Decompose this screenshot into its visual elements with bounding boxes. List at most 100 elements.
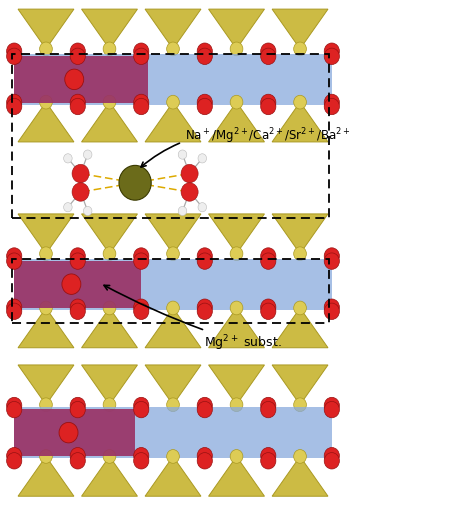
Polygon shape <box>209 214 264 254</box>
Polygon shape <box>209 308 264 348</box>
Circle shape <box>324 48 339 65</box>
Circle shape <box>7 447 22 464</box>
Circle shape <box>230 301 243 315</box>
Bar <box>14 56 147 103</box>
Circle shape <box>294 95 306 109</box>
Circle shape <box>59 422 78 443</box>
Circle shape <box>103 42 116 56</box>
Circle shape <box>40 450 52 463</box>
Circle shape <box>197 453 212 469</box>
Circle shape <box>70 43 85 59</box>
Circle shape <box>64 203 72 212</box>
Circle shape <box>70 98 85 115</box>
Circle shape <box>7 43 22 59</box>
Circle shape <box>40 398 52 412</box>
Circle shape <box>134 48 149 65</box>
Circle shape <box>324 401 339 418</box>
Circle shape <box>294 450 306 463</box>
Circle shape <box>7 401 22 418</box>
Circle shape <box>40 247 52 261</box>
Circle shape <box>261 253 276 269</box>
Circle shape <box>7 48 22 65</box>
Polygon shape <box>18 102 74 142</box>
Circle shape <box>197 447 212 464</box>
Circle shape <box>197 248 212 264</box>
Circle shape <box>65 69 84 90</box>
Polygon shape <box>272 308 328 348</box>
Polygon shape <box>145 102 201 142</box>
Circle shape <box>134 98 149 115</box>
Polygon shape <box>145 308 201 348</box>
Circle shape <box>134 253 149 269</box>
Circle shape <box>294 301 306 315</box>
Circle shape <box>181 183 198 201</box>
Circle shape <box>261 248 276 264</box>
Circle shape <box>40 301 52 315</box>
Polygon shape <box>272 365 328 405</box>
Circle shape <box>103 450 116 463</box>
Circle shape <box>134 43 149 59</box>
Circle shape <box>167 301 179 315</box>
Circle shape <box>134 453 149 469</box>
Text: Mg$^{2+}$ subst.: Mg$^{2+}$ subst. <box>104 285 282 353</box>
Polygon shape <box>209 102 264 142</box>
Circle shape <box>324 43 339 59</box>
Circle shape <box>324 303 339 319</box>
Circle shape <box>70 248 85 264</box>
Circle shape <box>134 447 149 464</box>
Circle shape <box>261 303 276 319</box>
Bar <box>12 54 329 218</box>
Polygon shape <box>18 308 74 348</box>
Circle shape <box>324 397 339 414</box>
Circle shape <box>197 401 212 418</box>
Circle shape <box>198 154 207 163</box>
Circle shape <box>70 453 85 469</box>
Polygon shape <box>209 9 264 49</box>
Polygon shape <box>272 102 328 142</box>
Circle shape <box>103 95 116 109</box>
Circle shape <box>230 95 243 109</box>
Circle shape <box>294 398 306 412</box>
Polygon shape <box>145 214 201 254</box>
Circle shape <box>324 98 339 115</box>
Bar <box>14 54 332 105</box>
Polygon shape <box>82 9 137 49</box>
Circle shape <box>70 303 85 319</box>
Circle shape <box>181 164 198 183</box>
Circle shape <box>7 253 22 269</box>
Circle shape <box>70 447 85 464</box>
Circle shape <box>324 299 339 315</box>
Circle shape <box>40 95 52 109</box>
Circle shape <box>70 253 85 269</box>
Circle shape <box>197 98 212 115</box>
Circle shape <box>119 165 151 200</box>
Circle shape <box>72 164 89 183</box>
Bar <box>14 259 332 310</box>
Polygon shape <box>272 214 328 254</box>
Polygon shape <box>145 9 201 49</box>
Circle shape <box>261 401 276 418</box>
Circle shape <box>324 447 339 464</box>
Circle shape <box>72 183 89 201</box>
Polygon shape <box>82 102 137 142</box>
Circle shape <box>134 401 149 418</box>
Circle shape <box>103 247 116 261</box>
Circle shape <box>197 94 212 111</box>
Circle shape <box>261 94 276 111</box>
Circle shape <box>294 247 306 261</box>
Circle shape <box>7 397 22 414</box>
Circle shape <box>167 95 179 109</box>
Circle shape <box>324 453 339 469</box>
Circle shape <box>261 453 276 469</box>
Circle shape <box>167 42 179 56</box>
Bar <box>14 407 332 458</box>
Polygon shape <box>18 214 74 254</box>
Circle shape <box>7 248 22 264</box>
Polygon shape <box>82 308 137 348</box>
Polygon shape <box>272 9 328 49</box>
Circle shape <box>261 43 276 59</box>
Circle shape <box>167 398 179 412</box>
Circle shape <box>167 247 179 261</box>
Text: Na$^+$/Mg$^{2+}$/Ca$^{2+}$/Sr$^{2+}$/Ba$^{2+}$: Na$^+$/Mg$^{2+}$/Ca$^{2+}$/Sr$^{2+}$/Ba$… <box>141 126 350 167</box>
Circle shape <box>230 398 243 412</box>
